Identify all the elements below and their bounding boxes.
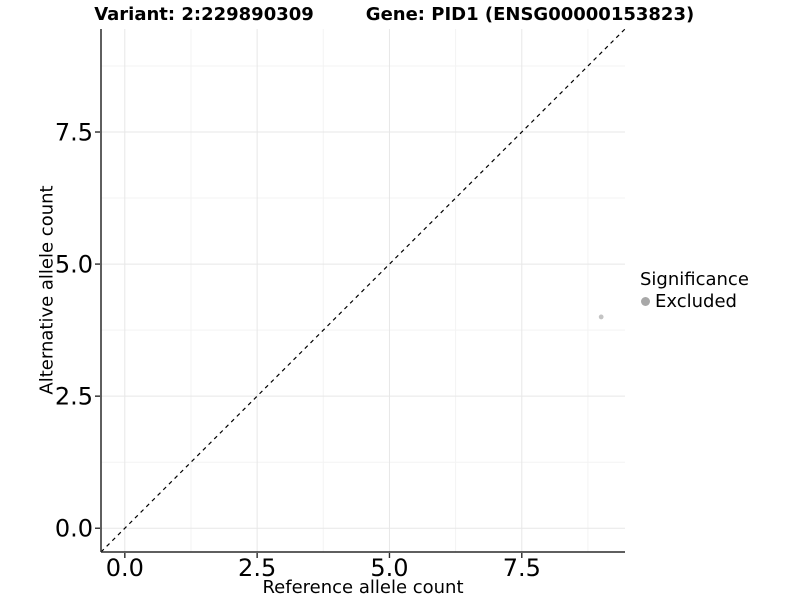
legend-title: Significance (640, 269, 749, 290)
data-point (598, 314, 604, 320)
x-tick-label: 7.5 (503, 554, 541, 582)
x-tick-label: 5.0 (370, 554, 408, 582)
legend: Significance Excluded (640, 269, 749, 312)
x-axis-title: Reference allele count (262, 577, 464, 598)
y-tick-label: 0.0 (55, 515, 93, 543)
variant-title: Variant: 2:229890309 (94, 4, 314, 25)
x-tick-label: 2.5 (238, 554, 276, 582)
gene-title: Gene: PID1 (ENSG00000153823) (365, 4, 695, 25)
excluded-point-icon (641, 297, 650, 306)
legend-item-excluded: Excluded (640, 291, 749, 312)
identity-line (100, 28, 626, 553)
y-axis-title: Alternative allele count (36, 185, 58, 395)
y-tick-label: 2.5 (55, 383, 93, 411)
y-tick-label: 7.5 (55, 119, 93, 147)
legend-item-label: Excluded (655, 291, 737, 312)
x-tick-label: 0.0 (106, 554, 144, 582)
y-tick-label: 5.0 (55, 251, 93, 279)
